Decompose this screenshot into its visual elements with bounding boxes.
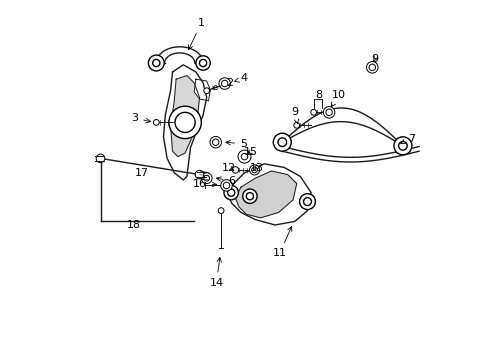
Circle shape	[366, 62, 377, 73]
Circle shape	[368, 64, 375, 71]
Circle shape	[196, 56, 210, 70]
Circle shape	[152, 59, 160, 67]
Circle shape	[199, 59, 206, 67]
Circle shape	[209, 136, 221, 148]
Text: 1: 1	[188, 18, 204, 50]
Text: 17: 17	[135, 168, 149, 178]
Text: 7: 7	[400, 134, 414, 144]
Text: 3: 3	[131, 113, 150, 123]
Circle shape	[277, 138, 286, 147]
Circle shape	[323, 107, 334, 118]
Circle shape	[393, 137, 411, 155]
Polygon shape	[282, 147, 418, 162]
Circle shape	[273, 133, 291, 151]
Polygon shape	[163, 65, 206, 180]
Text: 8: 8	[314, 90, 322, 100]
Text: 9: 9	[370, 54, 378, 64]
Text: 16: 16	[192, 179, 216, 189]
Circle shape	[232, 167, 238, 173]
Circle shape	[299, 194, 315, 210]
Circle shape	[251, 167, 257, 173]
Polygon shape	[170, 76, 199, 157]
Circle shape	[242, 189, 257, 203]
Polygon shape	[194, 79, 210, 101]
Circle shape	[168, 106, 201, 139]
Circle shape	[249, 165, 259, 175]
Circle shape	[220, 180, 232, 191]
Text: 10: 10	[330, 90, 346, 107]
Text: 5: 5	[225, 139, 246, 149]
Circle shape	[246, 193, 253, 200]
Circle shape	[293, 122, 299, 128]
Circle shape	[203, 88, 209, 94]
Text: 13: 13	[249, 163, 263, 173]
Polygon shape	[228, 164, 310, 225]
Text: 14: 14	[209, 257, 223, 288]
Circle shape	[303, 198, 311, 206]
Polygon shape	[156, 47, 203, 63]
Text: 11: 11	[272, 226, 291, 258]
Circle shape	[310, 109, 316, 115]
Circle shape	[218, 208, 224, 213]
Circle shape	[224, 185, 238, 200]
Circle shape	[221, 80, 227, 87]
Circle shape	[203, 175, 209, 181]
Circle shape	[325, 109, 332, 116]
Circle shape	[212, 139, 219, 145]
Circle shape	[201, 173, 212, 184]
Circle shape	[96, 154, 104, 163]
Text: 18: 18	[127, 220, 141, 230]
Circle shape	[238, 150, 250, 163]
Text: 6: 6	[216, 176, 235, 186]
Circle shape	[148, 55, 164, 71]
Circle shape	[175, 112, 195, 132]
Text: 12: 12	[221, 163, 235, 173]
Polygon shape	[282, 108, 402, 146]
Text: 9: 9	[291, 107, 298, 123]
Circle shape	[219, 78, 230, 89]
Circle shape	[223, 182, 229, 189]
Circle shape	[241, 153, 247, 160]
Text: 2: 2	[212, 78, 233, 90]
Circle shape	[195, 170, 203, 179]
Polygon shape	[235, 171, 296, 218]
Circle shape	[227, 189, 234, 196]
Text: 15: 15	[243, 147, 257, 157]
Circle shape	[398, 141, 407, 150]
Text: 4: 4	[234, 73, 247, 84]
Circle shape	[153, 120, 159, 125]
